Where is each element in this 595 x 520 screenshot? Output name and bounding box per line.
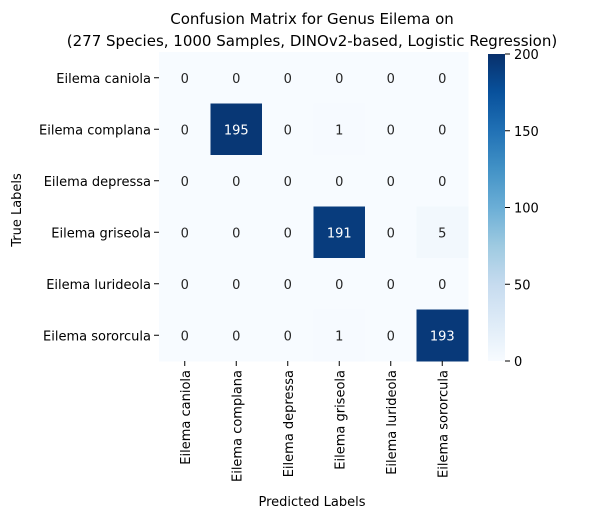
heatmap-cell bbox=[416, 52, 469, 104]
colorbar-ticks: 0 50 100 150 200 bbox=[505, 48, 539, 370]
heatmap-cell bbox=[416, 309, 469, 362]
cell-value-label: 0 bbox=[232, 329, 240, 344]
heatmap-cell bbox=[210, 206, 263, 259]
y-tick-label: Eilema complana bbox=[39, 123, 151, 138]
cell-value-label: 0 bbox=[232, 278, 240, 293]
x-axis-label: Predicted Labels bbox=[258, 495, 365, 510]
heatmap-cell bbox=[210, 155, 263, 207]
cell-value-label: 0 bbox=[438, 123, 446, 138]
cell-value-label: 0 bbox=[181, 72, 189, 87]
cell-value-label: 0 bbox=[181, 278, 189, 293]
heatmap-cell bbox=[365, 309, 417, 362]
cell-value-label: 195 bbox=[224, 123, 249, 138]
cell-value-label: 0 bbox=[284, 278, 292, 293]
heatmap-cell bbox=[313, 155, 366, 207]
x-tick-label: Eilema griseola bbox=[333, 370, 348, 470]
x-tick-label: Eilema sororcula bbox=[436, 370, 451, 478]
cell-value-label: 0 bbox=[387, 72, 395, 87]
cell-value-label: 0 bbox=[284, 72, 292, 87]
y-axis-label: True Labels bbox=[10, 173, 25, 248]
chart-title-line2: (277 Species, 1000 Samples, DINOv2-based… bbox=[67, 32, 557, 50]
cell-value-label: 0 bbox=[232, 72, 240, 87]
y-tick-label: Eilema caniola bbox=[56, 72, 151, 87]
heatmap-cell bbox=[416, 103, 469, 156]
heatmap-cell bbox=[159, 103, 211, 156]
cell-value-label: 0 bbox=[284, 226, 292, 241]
heatmap-cell bbox=[159, 309, 211, 362]
heatmap-cell bbox=[416, 258, 469, 310]
cell-value-label: 193 bbox=[430, 329, 455, 344]
heatmap-cell bbox=[210, 309, 263, 362]
heatmap-cell bbox=[159, 258, 211, 310]
cell-value-label: 0 bbox=[387, 278, 395, 293]
colorbar-tick-label: 200 bbox=[514, 48, 539, 63]
heatmap-cell bbox=[365, 52, 417, 104]
cell-value-label: 0 bbox=[438, 175, 446, 190]
cell-value-label: 1 bbox=[335, 329, 343, 344]
y-tick-label: Eilema sororcula bbox=[43, 329, 151, 344]
cell-value-label: 0 bbox=[284, 329, 292, 344]
cell-value-label: 0 bbox=[438, 72, 446, 87]
heatmap-cell bbox=[365, 258, 417, 310]
cell-value-label: 0 bbox=[181, 123, 189, 138]
cell-value-label: 5 bbox=[438, 226, 446, 241]
heatmap-cell bbox=[210, 52, 263, 104]
heatmap-cell bbox=[313, 258, 366, 310]
heatmap-cell bbox=[262, 103, 314, 156]
y-tick-label: Eilema lurideola bbox=[46, 278, 151, 293]
cell-value-label: 0 bbox=[181, 175, 189, 190]
heatmap-cell bbox=[313, 309, 366, 362]
heatmap-cell bbox=[210, 103, 263, 156]
heatmap-cell bbox=[416, 206, 469, 259]
cell-value-label: 0 bbox=[387, 226, 395, 241]
heatmap-cell bbox=[262, 206, 314, 259]
cell-value-label: 0 bbox=[284, 175, 292, 190]
heatmap-cell bbox=[365, 103, 417, 156]
heatmap-cell bbox=[262, 155, 314, 207]
heatmap-cell bbox=[262, 258, 314, 310]
cell-value-label: 0 bbox=[335, 278, 343, 293]
colorbar-tick-label: 50 bbox=[514, 278, 531, 293]
heatmap-cell bbox=[159, 52, 211, 104]
y-tick-label: Eilema griseola bbox=[51, 226, 151, 241]
y-tick-labels: Eilema caniola Eilema complana Eilema depr… bbox=[39, 72, 159, 344]
colorbar-tick-label: 0 bbox=[514, 355, 522, 370]
cell-value-label: 0 bbox=[335, 175, 343, 190]
cell-value-label: 0 bbox=[387, 329, 395, 344]
x-tick-label: Eilema depressa bbox=[282, 370, 297, 477]
heatmap-cell bbox=[365, 206, 417, 259]
heatmap-cell bbox=[262, 52, 314, 104]
cell-value-label: 0 bbox=[335, 72, 343, 87]
cell-value-label: 0 bbox=[181, 226, 189, 241]
heatmap-cell bbox=[262, 309, 314, 362]
heatmap-cell bbox=[313, 206, 366, 259]
cell-value-label: 0 bbox=[181, 329, 189, 344]
chart-title-line1: Confusion Matrix for Genus Eilema on bbox=[170, 10, 454, 28]
heatmap-cell bbox=[313, 52, 366, 104]
x-tick-label: Eilema caniola bbox=[179, 370, 194, 465]
heatmap-cell bbox=[365, 155, 417, 207]
x-tick-label: Eilema lurideola bbox=[385, 370, 400, 475]
y-tick-label: Eilema depressa bbox=[44, 175, 151, 190]
cell-value-label: 0 bbox=[387, 123, 395, 138]
cell-value-label: 1 bbox=[335, 123, 343, 138]
heatmap-cell bbox=[313, 103, 366, 156]
heatmap-cell bbox=[416, 155, 469, 207]
cell-value-label: 0 bbox=[232, 175, 240, 190]
cell-value-label: 0 bbox=[232, 226, 240, 241]
cell-value-label: 0 bbox=[438, 278, 446, 293]
heatmap-cell bbox=[159, 206, 211, 259]
x-tick-label: Eilema complana bbox=[230, 370, 245, 482]
cell-value-label: 0 bbox=[284, 123, 292, 138]
heatmap-cell bbox=[210, 258, 263, 310]
heatmap-cell bbox=[159, 155, 211, 207]
cell-value-label: 0 bbox=[387, 175, 395, 190]
colorbar bbox=[488, 54, 505, 361]
cell-value-label: 191 bbox=[327, 226, 352, 241]
colorbar-tick-label: 100 bbox=[514, 202, 539, 217]
x-tick-labels: Eilema caniola Eilema complana Eilema depr… bbox=[179, 361, 451, 482]
heatmap-cells: 0 0 0 0 0 0 0 195 0 1 0 0 0 0 0 0 0 0 0 0 0 191 0 5 0 0 0 0 0 0 0 0 0 1 0 1… bbox=[159, 52, 469, 362]
colorbar-tick-label: 150 bbox=[514, 125, 539, 140]
